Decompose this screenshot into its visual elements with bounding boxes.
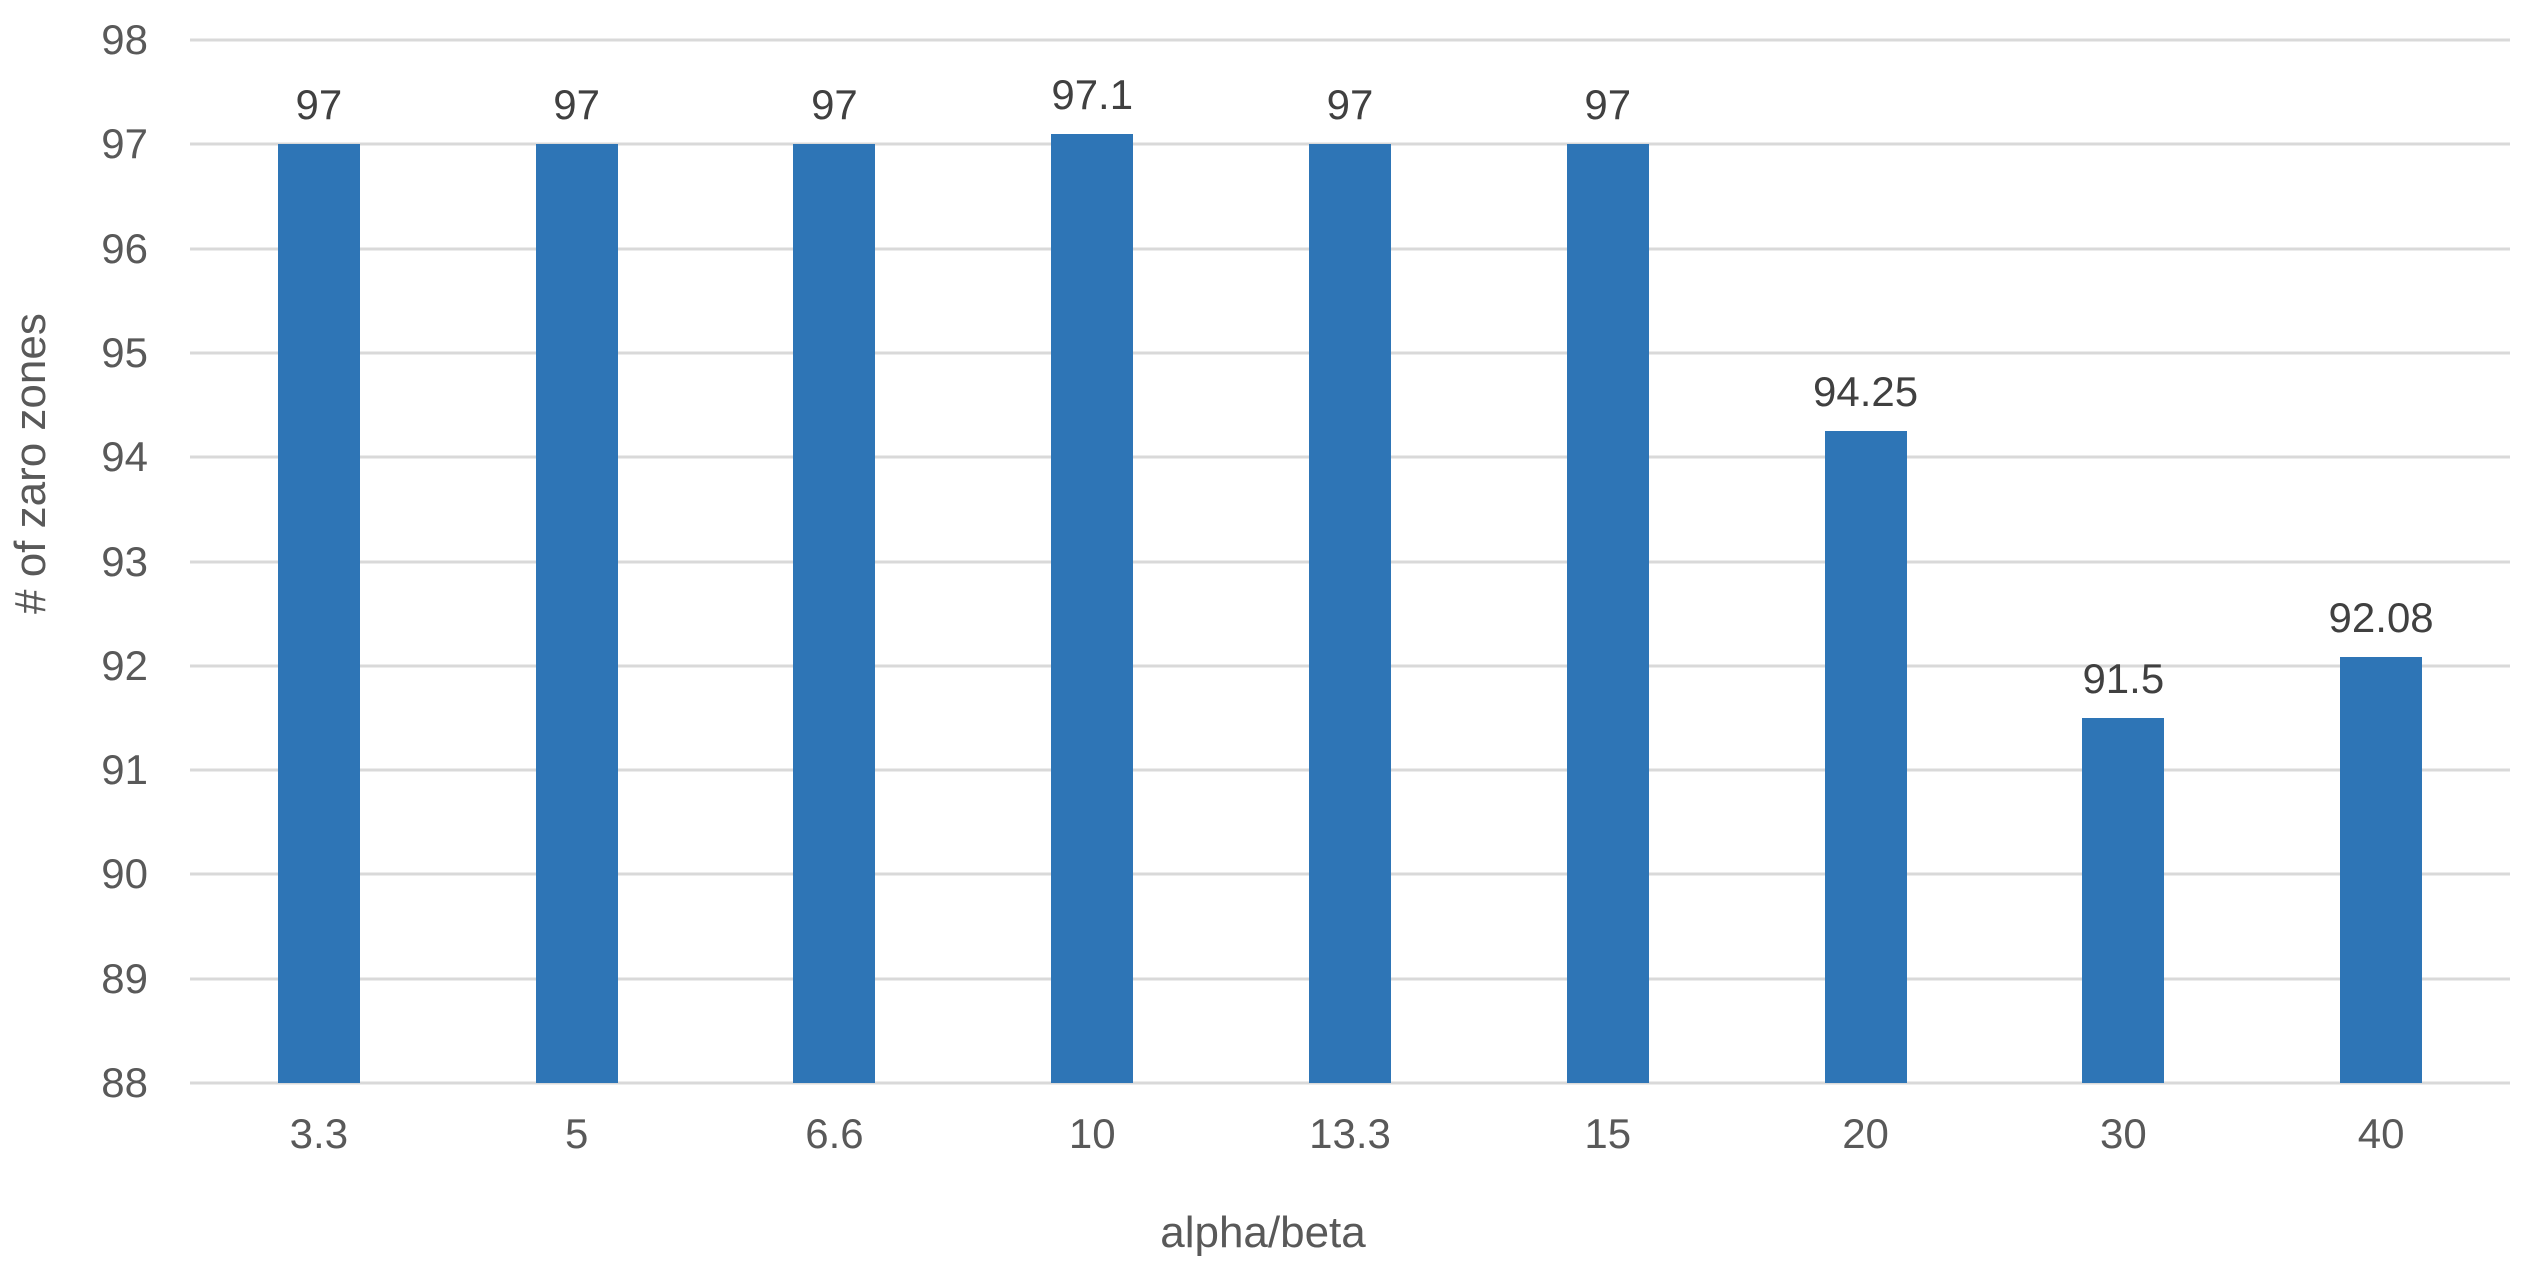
y-tick-label: 95 [101,328,148,376]
bar-value-label: 94.25 [1812,368,1919,416]
bar-value-label: 97.1 [1051,70,1134,118]
gridline [190,38,2510,42]
y-tick-label: 98 [101,16,148,63]
y-tick-label: 91 [101,746,148,794]
y-tick-label: 92 [101,641,148,689]
y-tick-label: 96 [101,224,148,272]
x-tick-label: 5 [564,1110,589,1157]
x-tick-label: 3.3 [289,1110,349,1157]
bar [793,144,876,1083]
x-tick-label: 30 [2099,1110,2147,1157]
x-tick-label: 13.3 [1309,1110,1391,1157]
bar [2082,717,2165,1083]
x-tick-label: 40 [2357,1110,2405,1157]
x-axis-title: alpha/beta [1160,1208,1366,1257]
bar [1566,144,1649,1083]
bar-value-label: 92.08 [2328,594,2434,642]
x-axis-tick-labels: 3.3 5 6.6 10 13.3 15 20 30 40 [190,1108,2510,1160]
y-tick-label: 97 [101,120,148,168]
gridline [190,142,2510,146]
bar [1309,144,1391,1083]
bar-value-label: 97 [1584,81,1632,129]
bar-value-label: 97 [811,81,858,129]
bar-value-label: 97 [1326,81,1374,129]
bar-value-label: 97 [553,81,601,129]
gridline [190,1081,2510,1085]
bar-value-label: 97 [295,81,343,129]
bar [535,144,618,1083]
bar [277,144,360,1083]
plot-area: 97 97 97 97.1 97 97 94.25 91.5 92.08 [190,38,2510,1085]
bar-value-label: 91.5 [2082,654,2165,702]
x-tick-label: 10 [1068,1110,1116,1157]
y-tick-label: 88 [101,1059,148,1106]
y-tick-label: 89 [101,954,148,1002]
y-tick-label: 90 [101,850,148,898]
x-tick-label: 20 [1842,1110,1889,1157]
y-axis-tick-labels: 98 97 96 95 94 93 92 91 90 89 88 [0,19,148,1104]
bar [2340,657,2423,1083]
x-tick-label: 15 [1584,1110,1632,1157]
y-tick-label: 93 [101,537,148,585]
x-tick-label: 6.6 [805,1110,864,1157]
bar [1824,431,1907,1083]
y-tick-label: 94 [101,433,148,481]
bar [1051,133,1134,1083]
